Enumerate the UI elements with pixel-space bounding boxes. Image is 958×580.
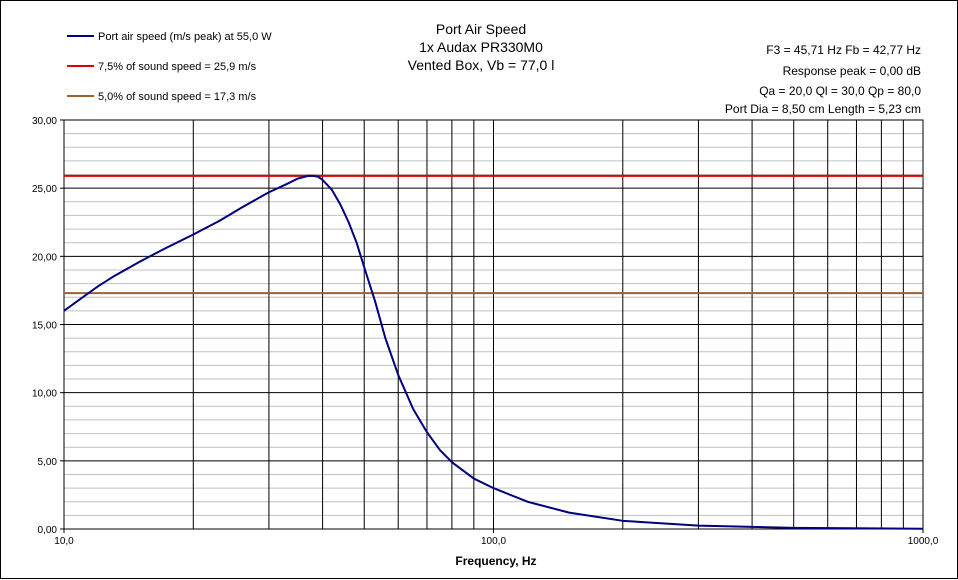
x-tick-label: 10,0 [54, 536, 74, 547]
legend-label-5-percent: 5,0% of sound speed = 17,3 m/s [98, 91, 257, 103]
tick-labels: 0,00 5,00 10,00 15,00 20,00 25,00 30,00 10,0 100… [32, 116, 939, 547]
x-tick-label: 1000,0 [908, 536, 939, 547]
legend: Port air speed (m/s peak) at 55,0 W 7,5%… [67, 31, 272, 103]
series-port-air-speed [63, 174, 924, 530]
info-q-values: Qa = 20,0 Ql = 30,0 Qp = 80,0 [759, 84, 921, 98]
x-tick-label: 100,0 [481, 536, 506, 547]
info-block: F3 = 45,71 Hz Fb = 42,77 Hz Response pea… [725, 43, 921, 116]
y-tick-label: 30,00 [32, 116, 57, 127]
info-port-dimensions: Port Dia = 8,50 cm Length = 5,23 cm [725, 102, 921, 116]
y-tick-label: 20,00 [32, 252, 57, 263]
y-tick-label: 10,00 [32, 389, 57, 400]
major-grid [64, 120, 923, 529]
y-tick-label: 0,00 [38, 525, 58, 536]
y-tick-label: 15,00 [32, 321, 57, 332]
y-tick-label: 5,00 [38, 457, 58, 468]
title-line-1: Port Air Speed [436, 21, 526, 37]
legend-label-7-5-percent: 7,5% of sound speed = 25,9 m/s [98, 61, 257, 73]
legend-label-port-speed: Port air speed (m/s peak) at 55,0 W [98, 31, 272, 43]
title-line-2: 1x Audax PR330M0 [419, 39, 543, 55]
y-tick-label: 25,00 [32, 184, 57, 195]
x-axis-label: Frequency, Hz [455, 554, 536, 568]
series-layer [63, 174, 924, 530]
info-response-peak: Response peak = 0,00 dB [783, 64, 921, 78]
chart-title: Port Air Speed 1x Audax PR330M0 Vented B… [408, 21, 555, 73]
info-f3-fb: F3 = 45,71 Hz Fb = 42,77 Hz [766, 43, 921, 57]
title-line-3: Vented Box, Vb = 77,0 l [408, 57, 555, 73]
